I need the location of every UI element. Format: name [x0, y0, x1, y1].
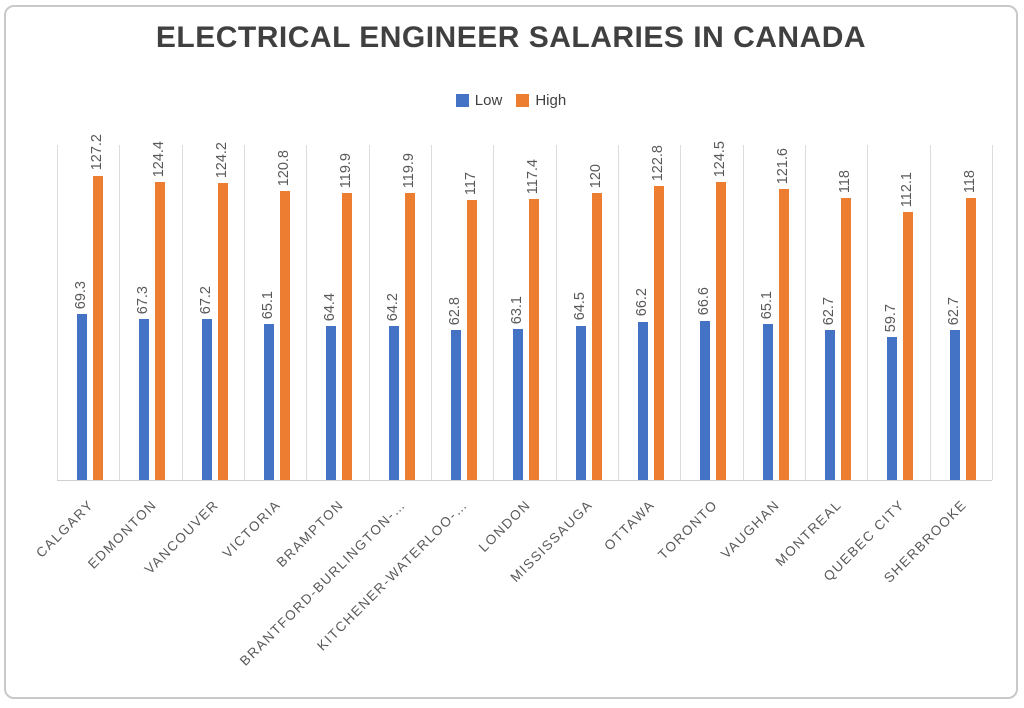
- value-label-high: 124.2: [213, 141, 230, 178]
- gridline: [431, 145, 432, 480]
- value-label-low: 64.2: [384, 293, 401, 322]
- gridline: [992, 145, 993, 480]
- value-label-high: 117: [463, 171, 479, 196]
- value-label-low: 59.7: [883, 303, 900, 333]
- value-label-low: 67.2: [197, 285, 214, 315]
- bar-high: [467, 200, 477, 480]
- legend-item-low: Low: [455, 91, 503, 109]
- bar-high: [280, 190, 290, 480]
- bar-high: [217, 182, 228, 480]
- bar-high: [93, 175, 103, 480]
- legend-label-high: High: [535, 91, 567, 109]
- value-label-high: 127.2: [89, 134, 105, 171]
- gridline: [181, 145, 183, 480]
- value-label-low: 65.1: [758, 291, 775, 320]
- bar-high: [841, 197, 851, 480]
- gridline: [493, 145, 495, 480]
- value-label-low: 65.1: [260, 291, 276, 320]
- gridline: [368, 145, 370, 480]
- bar-low: [949, 329, 960, 480]
- value-label-high: 120: [587, 163, 604, 188]
- bar-high: [155, 182, 166, 480]
- gridline: [680, 145, 682, 480]
- category-label: EDMONTON: [84, 497, 160, 572]
- gridline: [742, 145, 744, 480]
- bar-low: [201, 319, 212, 480]
- bar-low: [638, 321, 648, 480]
- value-label-low: 62.7: [945, 296, 962, 325]
- value-label-high: 118: [837, 169, 853, 193]
- value-label-low: 64.4: [322, 292, 339, 321]
- bar-high: [965, 197, 976, 480]
- gridline: [306, 145, 308, 480]
- legend-label-low: Low: [474, 91, 503, 109]
- value-label-low: 67.3: [135, 285, 152, 314]
- plot-area: 69.3 67.3 67.2 65.1 64.4 64.2 62.8 63.1 64.5 66.2…: [33, 134, 993, 669]
- value-label-high: 124.4: [151, 141, 168, 178]
- bar-high: [404, 193, 415, 480]
- gridline: [57, 145, 58, 480]
- value-label-low: 69.3: [73, 280, 89, 310]
- value-label-high: 117.4: [525, 158, 542, 195]
- chart-legend: Low High: [6, 91, 1016, 109]
- value-label-low: 66.2: [634, 288, 650, 317]
- legend-item-high: High: [516, 92, 566, 109]
- bar-low: [139, 318, 150, 480]
- value-label-low: 62.7: [821, 296, 837, 325]
- value-label-high: 124.5: [712, 140, 729, 178]
- value-label-low: 62.8: [447, 296, 463, 325]
- bar-low: [77, 314, 87, 480]
- bar-low: [513, 329, 524, 480]
- value-label-high: 122.8: [650, 144, 666, 182]
- bar-low: [700, 320, 711, 480]
- value-label-low: 66.6: [696, 287, 713, 316]
- bar-high: [529, 199, 540, 480]
- value-label-high: 112.1: [899, 171, 916, 207]
- bar-low: [887, 337, 898, 480]
- bar-low: [388, 326, 399, 480]
- gridline: [555, 145, 557, 480]
- gridline: [244, 145, 245, 480]
- value-label-low: 63.1: [509, 295, 526, 325]
- chart-title: ELECTRICAL ENGINEER SALARIES IN CANADA: [155, 21, 867, 54]
- value-label-high: 118: [961, 169, 978, 193]
- bar-low: [326, 325, 337, 480]
- bar-high: [591, 192, 602, 480]
- value-label-high: 119.9: [338, 152, 355, 189]
- gridline: [867, 145, 869, 480]
- bar-high: [342, 193, 353, 480]
- bar-high: [903, 211, 914, 480]
- bar-high: [716, 182, 727, 480]
- bar-low: [575, 325, 586, 480]
- value-label-high: 119.9: [400, 152, 417, 189]
- bar-low: [264, 324, 274, 480]
- legend-swatch-low-icon: [455, 93, 469, 107]
- gridline: [119, 145, 121, 480]
- bar-low: [451, 329, 461, 480]
- gridline: [805, 145, 806, 480]
- bar-high: [778, 189, 789, 480]
- bar-low: [762, 324, 773, 480]
- bar-low: [825, 329, 835, 480]
- value-label-low: 64.5: [571, 292, 588, 321]
- gridline: [618, 145, 619, 480]
- value-label-high: 121.6: [774, 147, 791, 185]
- gridline: [929, 145, 931, 480]
- legend-swatch-high-icon: [516, 93, 530, 107]
- chart-card: ELECTRICAL ENGINEER SALARIES IN CANADA L…: [4, 5, 1018, 699]
- value-label-high: 120.8: [276, 149, 292, 186]
- bar-high: [654, 186, 664, 480]
